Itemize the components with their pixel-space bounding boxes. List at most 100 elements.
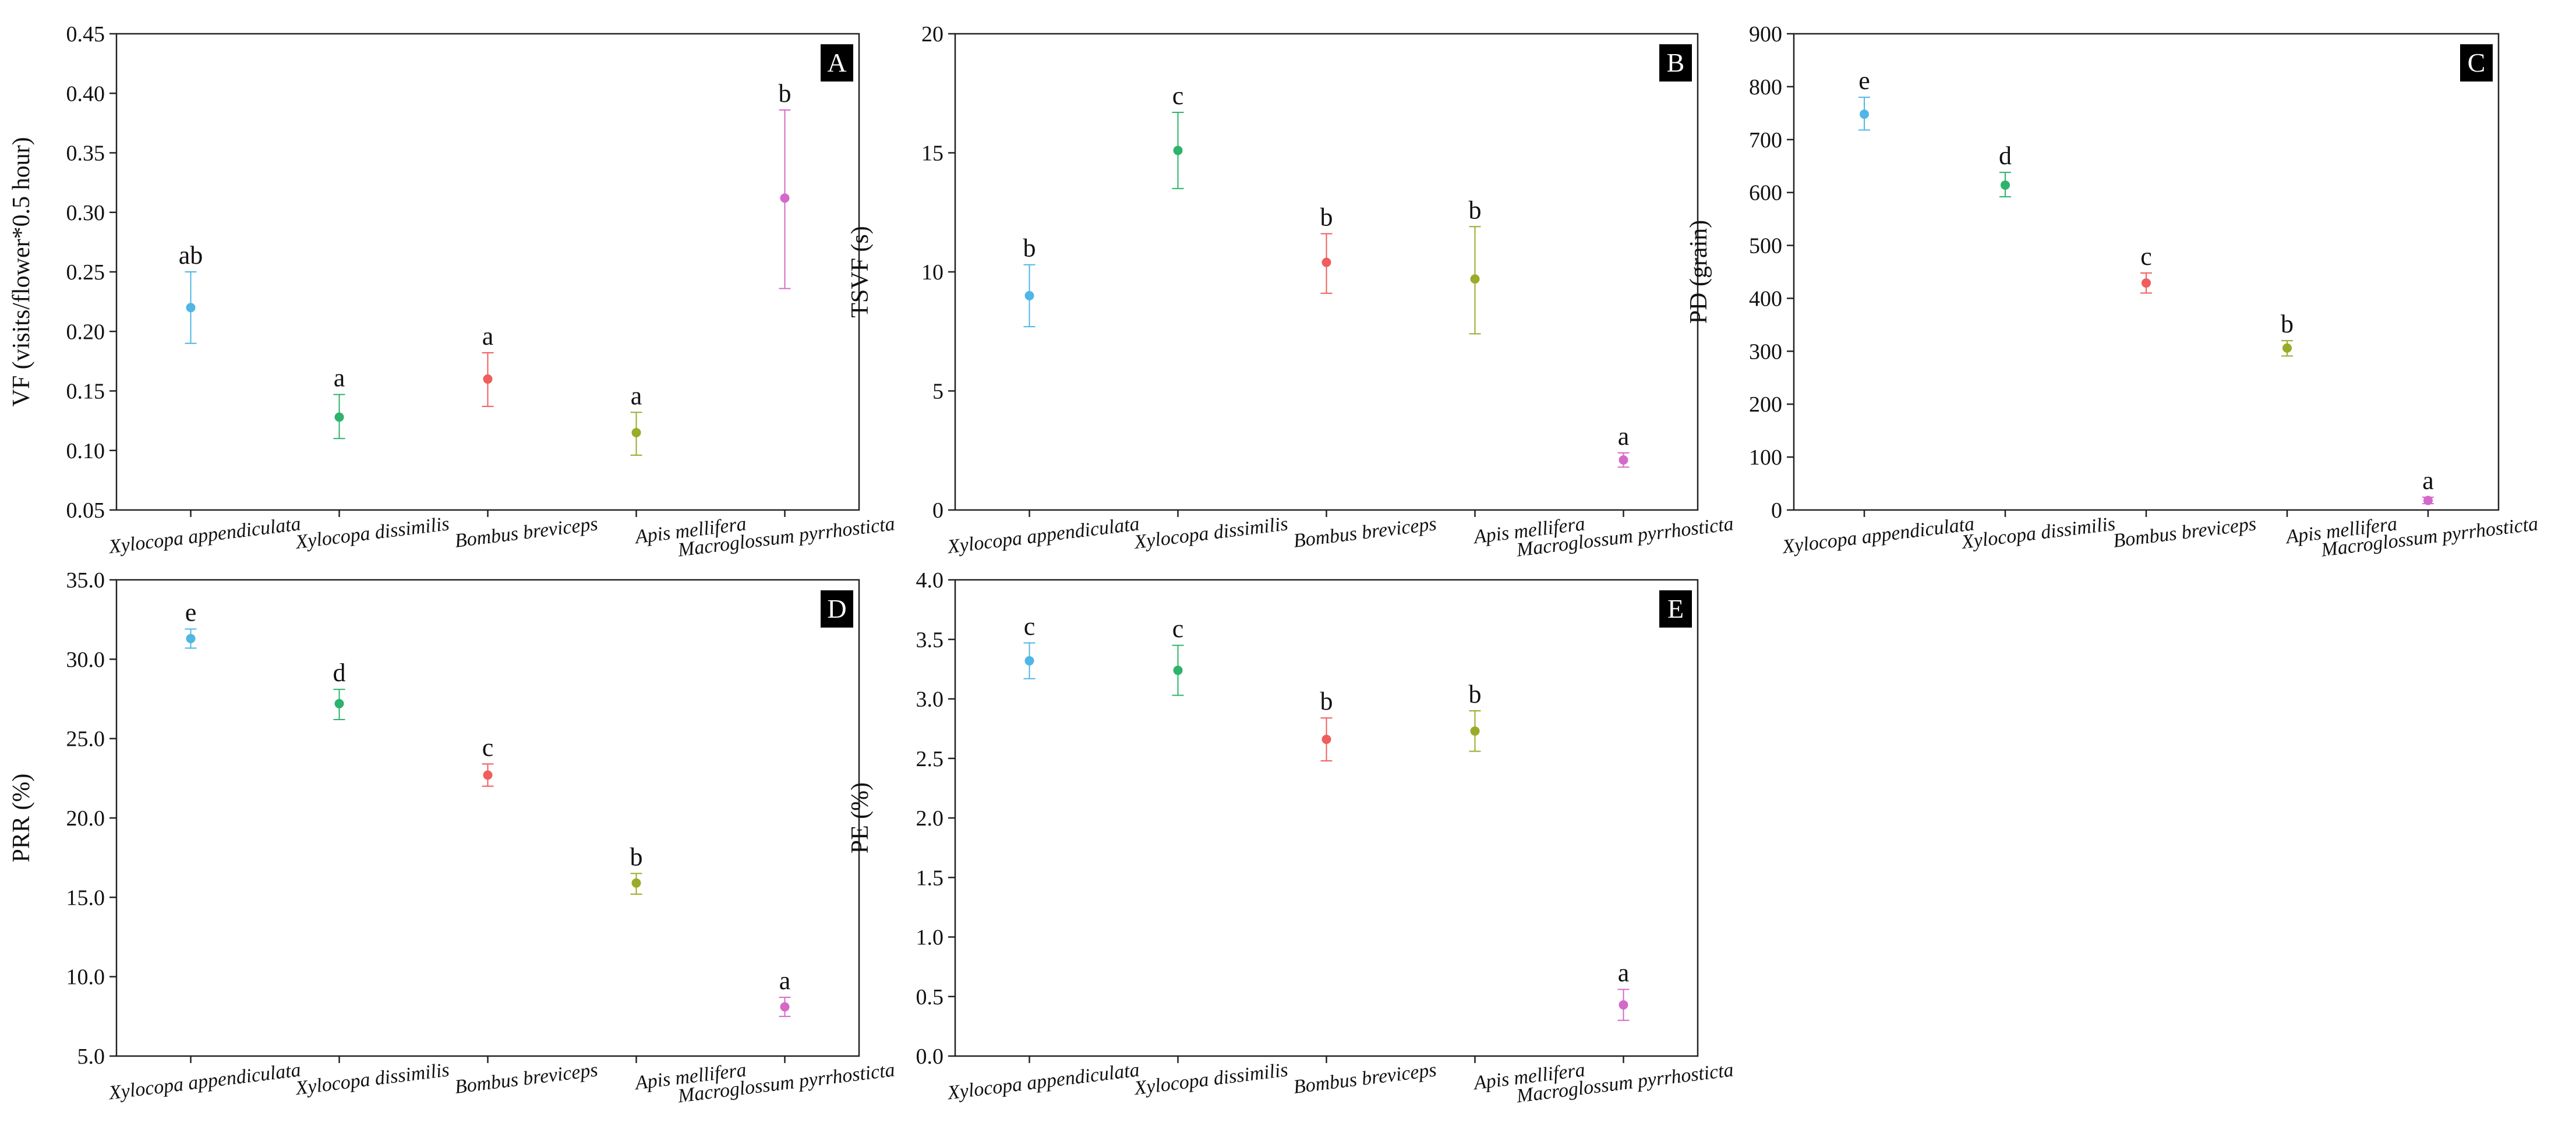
panel-e-ytick-label: 2.5 — [916, 747, 944, 771]
panel-b-category-label: Bombus breviceps — [1292, 513, 1438, 552]
panel-d-frame — [115, 579, 860, 1057]
panel-e-ytick-label: 3.5 — [916, 628, 944, 652]
panel-d-data-point — [186, 633, 196, 643]
panel-b-category-label: Xylocopa dissimilis — [1132, 513, 1289, 553]
panel-c-significance-letter: d — [1999, 141, 2012, 170]
panel-e-ylabel: PE (%) — [847, 782, 874, 853]
panel-a-ytick-label: 0.10 — [66, 439, 105, 463]
panel-a-ytick-label: 0.40 — [66, 82, 105, 106]
panel-a-significance-letter: ab — [179, 241, 203, 270]
panel-a-category-label: Xylocopa dissimilis — [294, 513, 451, 553]
panel-a-category-label: Bombus breviceps — [454, 513, 599, 552]
panel-b-data-point — [1321, 257, 1331, 267]
panel-e-letter: E — [1667, 594, 1684, 624]
panel-e-ytick-label: 1.5 — [916, 866, 944, 890]
panel-c-significance-letter: e — [1858, 66, 1870, 95]
panel-b-letter: B — [1667, 48, 1685, 77]
panel-c-data-point — [2001, 180, 2010, 190]
panel-b-ytick-label: 0 — [932, 498, 944, 523]
panel-e-category-label: Xylocopa dissimilis — [1132, 1059, 1289, 1099]
panel-a-category-label: Xylocopa appendiculata — [107, 513, 302, 558]
panel-e-ytick-label: 0.5 — [916, 985, 944, 1009]
panel-c-ytick-label: 500 — [1749, 234, 1782, 258]
panel-d-ytick-label: 5.0 — [77, 1044, 105, 1069]
panel-a-data-point — [780, 193, 790, 203]
panel-e-category-label: Bombus breviceps — [1292, 1059, 1438, 1098]
panel-b-significance-letter: c — [1172, 82, 1184, 110]
panel-b-ytick-label: 10 — [921, 260, 944, 285]
panel-a-ytick-label: 0.25 — [66, 260, 105, 285]
panel-b-letter-badge — [1659, 44, 1692, 82]
panel-d-ytick-label: 35.0 — [66, 568, 105, 593]
panel-e-ytick-label: 1.0 — [916, 926, 944, 950]
panel-a-data-point — [631, 428, 641, 438]
panel-a-significance-letter: b — [779, 79, 791, 108]
panel-e-letter-badge — [1659, 590, 1692, 628]
panel-b-significance-letter: b — [1023, 234, 1036, 263]
panel-b-significance-letter: a — [1618, 422, 1630, 451]
panel-d-category-label: Xylocopa dissimilis — [294, 1059, 451, 1099]
panel-c: 0 100 200 300 400 500 600 700 800 900 PD (grain) Xy… — [1685, 22, 2539, 561]
panel-e-frame — [954, 579, 1699, 1057]
panel-a-significance-letter: a — [631, 381, 642, 410]
panel-a-data-point — [186, 303, 196, 313]
panel-d-data-point — [483, 770, 493, 780]
panel-c-ytick-label: 300 — [1749, 339, 1782, 364]
panel-a: 0.05 0.10 0.15 0.20 0.25 0.30 0.35 0.40 0.45 VF (… — [8, 22, 896, 561]
panel-b-ylabel: TSVF (s) — [847, 226, 874, 318]
panel-e-ytick-label: 2.0 — [916, 806, 944, 831]
panel-d-data-point — [780, 1002, 790, 1012]
panel-a-data-point — [483, 374, 493, 384]
panel-e-ytick-label: 3.0 — [916, 688, 944, 712]
panel-e-significance-letter: b — [1320, 687, 1333, 715]
panel-e-significance-letter: b — [1469, 680, 1482, 709]
panel-d-significance-letter: e — [185, 598, 197, 627]
panel-b-data-point — [1173, 146, 1183, 155]
panel-b-ytick-label: 15 — [921, 141, 944, 166]
panel-d-ytick-label: 10.0 — [66, 965, 105, 990]
panel-a-frame — [115, 33, 860, 511]
panel-e-category-label: Xylocopa appendiculata — [945, 1059, 1140, 1104]
panel-c-ytick-label: 700 — [1749, 128, 1782, 153]
panel-c-ytick-label: 100 — [1749, 445, 1782, 470]
panel-c-data-point — [1860, 109, 1869, 119]
panel-d: 5.0 10.0 15.0 20.0 25.0 30.0 35.0 PRR (%) Xyloco… — [8, 568, 896, 1107]
panel-e-ytick-label: 0.0 — [916, 1044, 944, 1069]
panel-e-significance-letter: c — [1024, 612, 1036, 640]
panel-b-ytick-label: 20 — [921, 22, 944, 47]
panel-b-data-point — [1024, 291, 1034, 300]
panel-c-ytick-label: 400 — [1749, 286, 1782, 311]
panel-c-significance-letter: b — [2281, 310, 2294, 338]
panel-d-ytick-label: 20.0 — [66, 806, 105, 831]
panel-d-data-point — [334, 699, 344, 709]
panel-d-significance-letter: a — [779, 966, 791, 995]
panel-c-category-label: Xylocopa dissimilis — [1959, 513, 2116, 553]
panel-e-significance-letter: a — [1618, 958, 1630, 987]
panel-c-ylabel: PD (grain) — [1685, 220, 1712, 324]
panel-a-ytick-label: 0.05 — [66, 498, 105, 523]
panel-a-ylabel: VF (visits/flower*0.5 hour) — [8, 137, 35, 406]
panel-e-data-point — [1321, 735, 1331, 745]
panel-d-category-label: Xylocopa appendiculata — [107, 1059, 302, 1104]
panel-c-ytick-label: 0 — [1771, 498, 1782, 523]
panel-e-data-point — [1024, 656, 1034, 666]
panel-b-significance-letter: b — [1469, 196, 1482, 224]
panel-c-letter: C — [2468, 48, 2486, 77]
panel-d-significance-letter: c — [482, 733, 494, 761]
panel-d-ytick-label: 30.0 — [66, 647, 105, 672]
panel-c-ytick-label: 800 — [1749, 75, 1782, 100]
panel-d-letter: D — [827, 594, 846, 624]
panel-b-data-point — [1619, 455, 1628, 465]
panel-e-data-point — [1173, 665, 1183, 675]
panel-c-data-point — [2423, 495, 2433, 505]
panel-d-significance-letter: b — [630, 842, 643, 871]
panel-c-data-point — [2142, 278, 2151, 288]
panel-c-category-label: Bombus breviceps — [2112, 513, 2257, 552]
panel-e-data-point — [1470, 726, 1480, 736]
panel-b: 0 5 10 15 20 TSVF (s) Xylocopa appendiculataXy… — [847, 22, 1734, 561]
panel-a-ytick-label: 0.30 — [66, 201, 105, 225]
panel-d-category-label: Bombus breviceps — [454, 1059, 599, 1098]
panel-d-significance-letter: d — [333, 658, 346, 687]
panel-e-ytick-label: 4.0 — [916, 568, 944, 593]
